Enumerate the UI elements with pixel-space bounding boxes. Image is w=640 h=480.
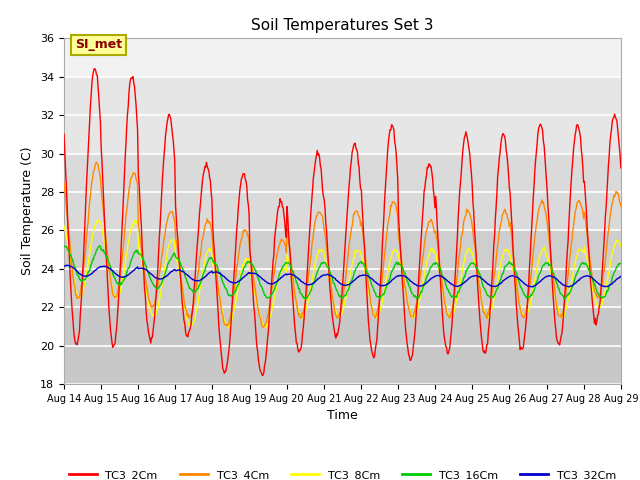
TC3_4Cm [617,203,625,209]
TC3_16Cm [128,255,136,261]
TC3_16Cm [70,263,78,269]
Line: TC3_32Cm: TC3_32Cm [64,265,621,287]
TC3_4Cm [93,159,100,165]
Bar [64,307,621,384]
Y-axis label: Soil Temperature (C): Soil Temperature (C) [22,147,35,276]
TC3_8Cm [428,247,436,252]
TC3_16Cm [185,283,193,288]
TC3_2Cm [90,66,98,72]
TC3_2Cm [60,131,68,137]
Bar [64,77,621,154]
X-axis label: Time: Time [327,409,358,422]
TC3_8Cm [617,243,625,249]
TC3_2Cm [128,75,136,81]
TC3_2Cm [214,309,222,315]
TC3_2Cm [70,332,78,338]
TC3_16Cm [428,264,436,269]
TC3_32Cm [411,281,419,287]
TC3_4Cm [128,174,136,180]
TC3_32Cm [63,262,71,268]
Line: TC3_8Cm: TC3_8Cm [64,220,621,328]
TC3_32Cm [60,264,68,269]
TC3_2Cm [617,165,625,171]
TC3_8Cm [412,312,419,318]
TC3_4Cm [70,282,78,288]
Bar [64,154,621,230]
Line: TC3_4Cm: TC3_4Cm [64,162,621,327]
TC3_2Cm [185,329,193,335]
TC3_4Cm [428,218,436,224]
Bar [64,230,621,307]
TC3_32Cm [214,270,222,276]
Bar [64,38,621,77]
TC3_32Cm [71,266,79,272]
TC3_2Cm [259,372,266,378]
Legend: TC3_2Cm, TC3_4Cm, TC3_8Cm, TC3_16Cm, TC3_32Cm: TC3_2Cm, TC3_4Cm, TC3_8Cm, TC3_16Cm, TC3… [64,466,621,480]
TC3_8Cm [94,217,102,223]
TC3_4Cm [259,324,267,330]
Text: SI_met: SI_met [75,38,122,51]
TC3_2Cm [428,170,436,176]
Line: TC3_16Cm: TC3_16Cm [64,246,621,300]
TC3_16Cm [214,267,222,273]
TC3_2Cm [412,321,419,327]
TC3_32Cm [128,269,136,275]
TC3_4Cm [214,284,222,289]
TC3_16Cm [412,293,419,299]
TC3_4Cm [60,180,68,186]
TC3_32Cm [428,276,435,282]
TC3_8Cm [70,279,78,285]
Line: TC3_2Cm: TC3_2Cm [64,69,621,375]
TC3_16Cm [617,260,625,266]
TC3_4Cm [412,303,419,309]
TC3_32Cm [617,274,625,279]
TC3_16Cm [96,243,104,249]
TC3_8Cm [185,321,193,327]
Title: Soil Temperatures Set 3: Soil Temperatures Set 3 [251,18,434,33]
TC3_16Cm [302,297,310,302]
TC3_16Cm [60,243,68,249]
TC3_32Cm [529,284,536,290]
TC3_32Cm [185,273,193,279]
TC3_8Cm [214,288,222,293]
TC3_8Cm [225,325,232,331]
TC3_4Cm [185,315,193,321]
TC3_8Cm [128,224,136,230]
TC3_8Cm [60,223,68,228]
